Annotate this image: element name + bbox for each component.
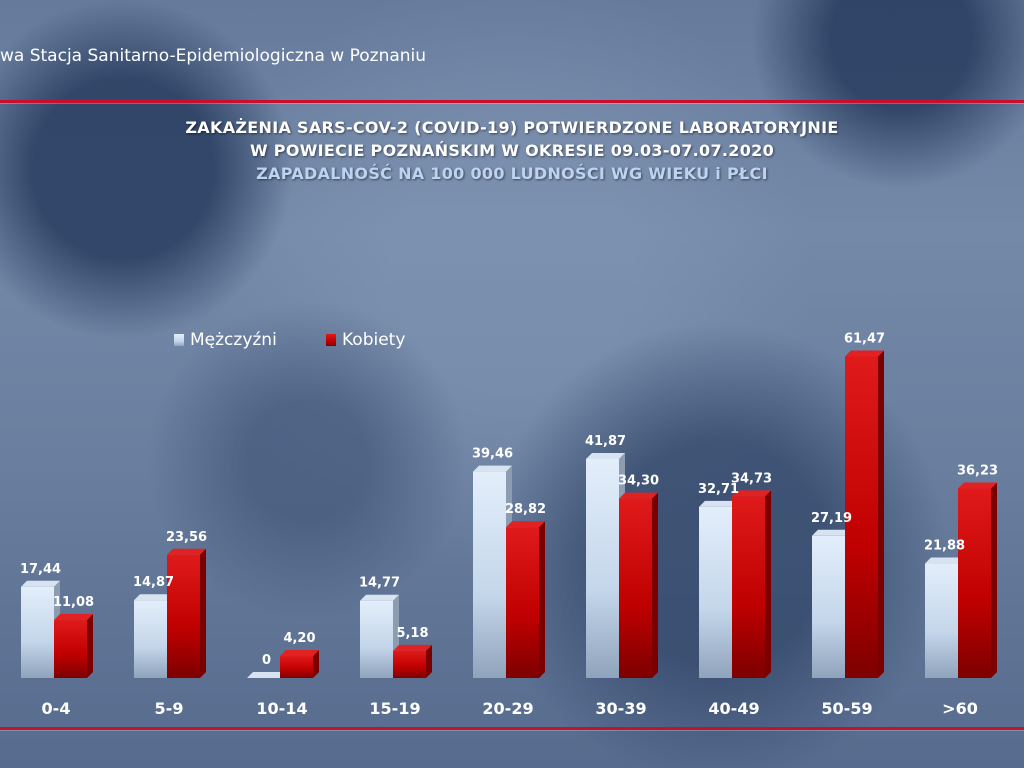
bar-women-15-19 bbox=[393, 650, 426, 678]
category-label-15-19: 15-19 bbox=[369, 699, 420, 718]
bar-top-women-0-4 bbox=[54, 614, 93, 621]
bar-women-30-39 bbox=[619, 498, 652, 678]
bar-top-women-30-39 bbox=[619, 492, 658, 499]
legend-label-men: Mężczyźni bbox=[190, 330, 277, 350]
bar-women-40-49 bbox=[732, 496, 765, 678]
bar-top-women-15-19 bbox=[393, 644, 432, 651]
data-label-women-50-59: 61,47 bbox=[844, 331, 885, 346]
data-label-men->60: 21,88 bbox=[924, 539, 965, 554]
bar-side-women-40-49 bbox=[765, 490, 771, 678]
bar-men-5-9 bbox=[134, 600, 167, 678]
data-label-men-50-59: 27,19 bbox=[811, 511, 852, 526]
bar-side-women-20-29 bbox=[539, 521, 545, 678]
data-label-women-5-9: 23,56 bbox=[166, 530, 207, 545]
chart-title-line-1: ZAKAŻENIA SARS-COV-2 (COVID-19) POTWIERD… bbox=[185, 118, 839, 137]
data-label-men-15-19: 14,77 bbox=[359, 576, 400, 591]
data-label-women-0-4: 11,08 bbox=[53, 595, 94, 610]
bar-top-women-20-29 bbox=[506, 521, 545, 528]
bar-top-men->60 bbox=[925, 557, 964, 564]
category-label-5-9: 5-9 bbox=[155, 699, 184, 718]
data-label-women-40-49: 34,73 bbox=[731, 471, 772, 486]
data-label-men-20-29: 39,46 bbox=[472, 447, 513, 462]
bar-side-women-30-39 bbox=[652, 492, 658, 678]
bar-top-men-10-14 bbox=[247, 672, 286, 678]
category-label-50-59: 50-59 bbox=[821, 699, 872, 718]
bar-side-women-50-59 bbox=[878, 350, 884, 678]
data-label-men-40-49: 32,71 bbox=[698, 482, 739, 497]
data-label-women-15-19: 5,18 bbox=[396, 626, 428, 641]
bar-top-men-15-19 bbox=[360, 594, 399, 601]
bar-men-15-19 bbox=[360, 600, 393, 678]
header-institution-name: wa Stacja Sanitarno-Epidemiologiczna w P… bbox=[0, 46, 427, 66]
legend-label-women: Kobiety bbox=[342, 330, 405, 350]
bar-top-men-20-29 bbox=[473, 465, 512, 472]
bar-women-10-14 bbox=[280, 656, 313, 678]
bar-side-women-5-9 bbox=[200, 548, 206, 678]
bar-men-20-29 bbox=[473, 471, 506, 678]
bar-women-50-59 bbox=[845, 356, 878, 678]
bar-women-0-4 bbox=[54, 620, 87, 678]
bar-top-women-40-49 bbox=[732, 490, 771, 497]
legend-swatch-men bbox=[174, 334, 184, 346]
bar-side-women-0-4 bbox=[87, 614, 93, 678]
chart-legend: Mężczyźni Kobiety bbox=[174, 330, 405, 350]
bar-women-20-29 bbox=[506, 527, 539, 678]
bar-top-women-5-9 bbox=[167, 548, 206, 555]
bar-men-0-4 bbox=[21, 586, 54, 678]
bar-top-men-50-59 bbox=[812, 529, 851, 536]
bar-top-women->60 bbox=[958, 482, 997, 489]
bar-women-5-9 bbox=[167, 554, 200, 678]
bar-men->60 bbox=[925, 563, 958, 678]
data-label-men-30-39: 41,87 bbox=[585, 434, 626, 449]
data-label-men-5-9: 14,87 bbox=[133, 575, 174, 590]
category-label->60: >60 bbox=[942, 699, 978, 718]
bar-men-40-49 bbox=[699, 506, 732, 678]
category-label-0-4: 0-4 bbox=[42, 699, 71, 718]
data-label-women-30-39: 34,30 bbox=[618, 474, 659, 489]
bar-men-30-39 bbox=[586, 458, 619, 678]
bar-top-women-50-59 bbox=[845, 350, 884, 357]
bar-top-men-0-4 bbox=[21, 580, 60, 587]
bottom-red-line bbox=[0, 727, 1024, 730]
bar-top-men-5-9 bbox=[134, 594, 173, 601]
data-label-women->60: 36,23 bbox=[957, 463, 998, 478]
top-red-line bbox=[0, 100, 1024, 103]
bar-chart: Mężczyźni Kobiety 17,4411,0814,8723,5604… bbox=[20, 330, 998, 718]
bar-top-women-10-14 bbox=[280, 650, 319, 657]
data-label-men-0-4: 17,44 bbox=[20, 562, 61, 577]
bar-top-men-30-39 bbox=[586, 452, 625, 459]
bar-women->60 bbox=[958, 488, 991, 678]
category-label-10-14: 10-14 bbox=[256, 699, 307, 718]
category-label-20-29: 20-29 bbox=[482, 699, 533, 718]
data-label-men-10-14: 0 bbox=[262, 653, 271, 668]
bar-side-women-15-19 bbox=[426, 644, 432, 678]
bar-side-women->60 bbox=[991, 482, 997, 678]
bar-men-50-59 bbox=[812, 535, 845, 678]
legend-swatch-women bbox=[326, 334, 336, 346]
bar-side-women-10-14 bbox=[313, 650, 319, 678]
bar-top-men-40-49 bbox=[699, 500, 738, 507]
data-label-women-10-14: 4,20 bbox=[283, 631, 315, 646]
data-label-women-20-29: 28,82 bbox=[505, 502, 546, 517]
chart-title-line-2: W POWIECIE POZNAŃSKIM W OKRESIE 09.03-07… bbox=[249, 141, 775, 160]
category-label-40-49: 40-49 bbox=[708, 699, 759, 718]
chart-subtitle: ZAPADALNOŚĆ NA 100 000 LUDNOŚCI WG WIEKU… bbox=[256, 164, 768, 183]
category-label-30-39: 30-39 bbox=[595, 699, 646, 718]
